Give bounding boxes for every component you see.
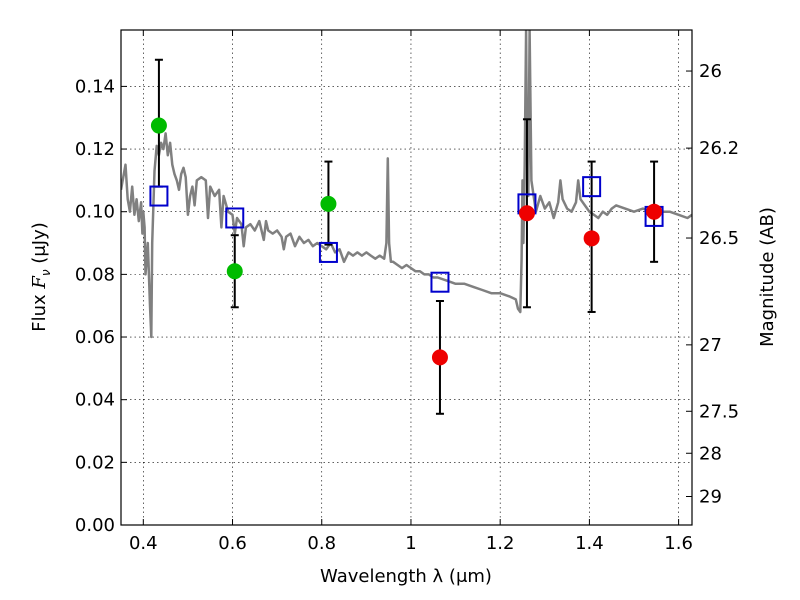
y-axis-title-nu: ν	[39, 269, 53, 276]
y-tick-label: 0.14	[75, 76, 115, 97]
data-point	[226, 263, 243, 280]
model-square	[430, 271, 450, 293]
x-tick-label: 1.2	[486, 533, 515, 554]
spectrum-line	[121, 30, 692, 339]
y-tick-label: 0.00	[75, 515, 115, 536]
x-tick-label: 1.4	[575, 533, 604, 554]
y-tick-label: 0.06	[75, 327, 115, 348]
y-tick-label: 0.02	[75, 452, 115, 473]
y-tick-label: 0.08	[75, 264, 115, 285]
right-tick-label: 29	[699, 486, 722, 507]
x-tick-label: 0.4	[129, 533, 158, 554]
y-axis-title: Flux Fν (μJy)	[29, 222, 53, 332]
model-square	[582, 176, 602, 198]
data-point	[646, 203, 663, 220]
y-axis-title-f: F	[29, 275, 50, 290]
model-square	[149, 185, 169, 207]
right-tick-label: 26.5	[699, 228, 739, 249]
model-square	[225, 207, 245, 229]
markers	[149, 117, 664, 366]
spectrum-layer	[121, 30, 692, 339]
x-tick-label: 1	[405, 533, 416, 554]
data-point	[320, 195, 337, 212]
y-tick-label: 0.12	[75, 139, 115, 160]
error-bars	[154, 58, 659, 415]
data-point	[583, 230, 600, 247]
data-point	[518, 205, 535, 222]
right-tick-label: 27	[699, 335, 722, 356]
right-axis-title: Magnitude (AB)	[757, 207, 778, 347]
x-tick-label: 1.6	[664, 533, 693, 554]
right-tick-label: 26	[699, 61, 722, 82]
data-point	[150, 117, 167, 134]
y-axis-title-unit: (μJy)	[29, 222, 50, 269]
model-square	[318, 241, 338, 263]
data-point	[431, 349, 448, 366]
x-tick-label: 0.6	[218, 533, 247, 554]
x-tick-label: 0.8	[307, 533, 336, 554]
right-tick-label: 26.2	[699, 138, 739, 159]
tick-labels: 0.4 0.6 0.8 1 1.2 1.4 1.6 0.00 0.02 0.04 0.06 0.08 0…	[75, 61, 739, 554]
x-axis-title: Wavelength λ (μm)	[320, 566, 492, 587]
right-tick-label: 28	[699, 443, 722, 464]
y-tick-label: 0.10	[75, 202, 115, 223]
right-tick-label: 27.5	[699, 401, 739, 422]
ticks	[121, 30, 692, 526]
plot-frame	[120, 29, 693, 526]
y-axis-title-flux: Flux	[29, 289, 50, 332]
y-tick-label: 0.04	[75, 390, 115, 411]
